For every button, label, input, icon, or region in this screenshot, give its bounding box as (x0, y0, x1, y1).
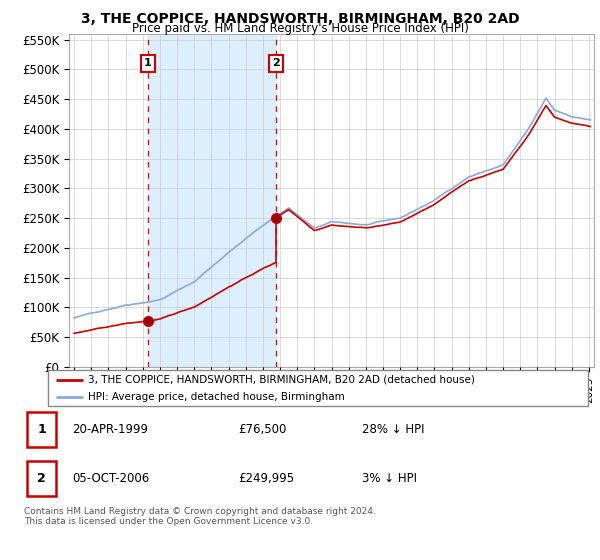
Text: 3% ↓ HPI: 3% ↓ HPI (362, 472, 418, 484)
Bar (27, 460, 56, 496)
Text: 05-OCT-2006: 05-OCT-2006 (72, 472, 149, 484)
Text: 2: 2 (272, 58, 280, 68)
Text: 1: 1 (144, 58, 152, 68)
Text: £249,995: £249,995 (238, 472, 295, 484)
Text: 1: 1 (37, 423, 46, 436)
Text: £76,500: £76,500 (238, 423, 287, 436)
Bar (148, 34, 276, 367)
Text: 2: 2 (37, 472, 46, 484)
Text: 28% ↓ HPI: 28% ↓ HPI (362, 423, 425, 436)
Text: 3, THE COPPICE, HANDSWORTH, BIRMINGHAM, B20 2AD (detached house): 3, THE COPPICE, HANDSWORTH, BIRMINGHAM, … (89, 375, 475, 385)
Text: HPI: Average price, detached house, Birmingham: HPI: Average price, detached house, Birm… (89, 392, 345, 402)
Text: 20-APR-1999: 20-APR-1999 (72, 423, 148, 436)
Bar (27, 412, 56, 447)
Text: Price paid vs. HM Land Registry's House Price Index (HPI): Price paid vs. HM Land Registry's House … (131, 22, 469, 35)
Text: Contains HM Land Registry data © Crown copyright and database right 2024.
This d: Contains HM Land Registry data © Crown c… (24, 507, 376, 526)
Text: 3, THE COPPICE, HANDSWORTH, BIRMINGHAM, B20 2AD: 3, THE COPPICE, HANDSWORTH, BIRMINGHAM, … (80, 12, 520, 26)
